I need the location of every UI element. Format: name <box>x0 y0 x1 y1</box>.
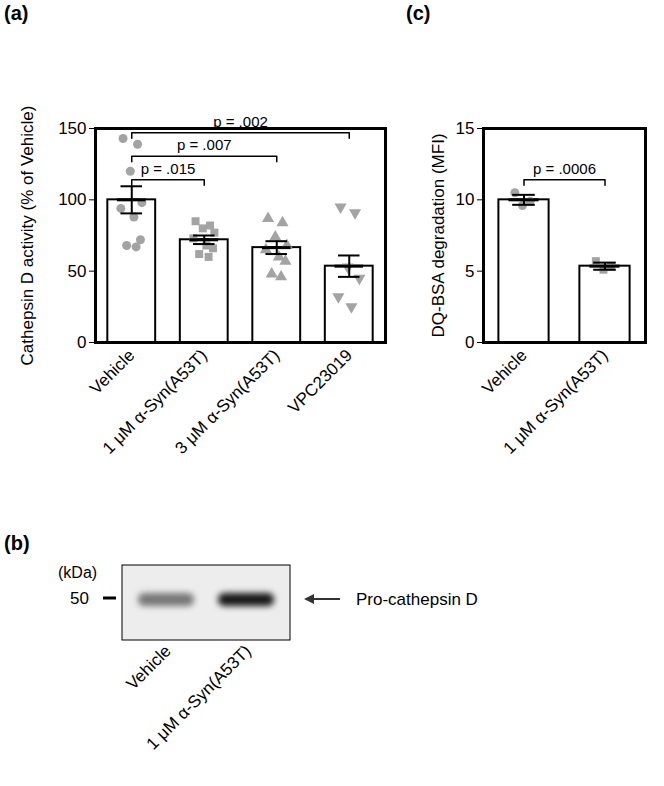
svg-text:50: 50 <box>68 262 87 281</box>
svg-text:0: 0 <box>77 333 86 352</box>
html-text:(c): (c) <box>406 2 431 24</box>
svg-text:Vehicle: Vehicle <box>123 641 175 693</box>
svg-text:p = .007: p = .007 <box>177 136 232 153</box>
svg-text:100: 100 <box>58 190 86 209</box>
svg-text:(kDa): (kDa) <box>58 564 97 581</box>
svg-text:1 μM α-Syn(A53T): 1 μM α-Syn(A53T) <box>500 346 612 458</box>
svg-text:150: 150 <box>58 119 86 138</box>
svg-text:1 μM α-Syn(A53T): 1 μM α-Syn(A53T) <box>143 641 255 753</box>
svg-text:50: 50 <box>70 589 89 608</box>
html-text:(a): (a) <box>4 2 29 24</box>
svg-text:p = .002: p = .002 <box>213 112 268 130</box>
svg-text:DQ-BSA degradation (MFI): DQ-BSA degradation (MFI) <box>429 133 448 337</box>
svg-text:p = .015: p = .015 <box>141 160 196 177</box>
svg-text:15: 15 <box>456 119 475 138</box>
svg-text:1 μM α-Syn(A53T): 1 μM α-Syn(A53T) <box>98 345 211 458</box>
svg-text:3 μM α-Syn(A53T): 3 μM α-Syn(A53T) <box>171 346 283 458</box>
svg-text:Pro-cathepsin D: Pro-cathepsin D <box>356 590 478 609</box>
svg-text:VPC23019: VPC23019 <box>284 346 356 418</box>
svg-text:5: 5 <box>465 262 474 281</box>
svg-text:Cathepsin D activity (% of Veh: Cathepsin D activity (% of Vehicle) <box>18 106 37 366</box>
svg-text:10: 10 <box>456 190 475 209</box>
html-text:(b): (b) <box>4 532 30 554</box>
svg-text:0: 0 <box>465 333 474 352</box>
svg-text:p = .0006: p = .0006 <box>533 160 596 177</box>
svg-text:Vehicle: Vehicle <box>86 346 138 398</box>
svg-text:Vehicle: Vehicle <box>478 346 530 398</box>
